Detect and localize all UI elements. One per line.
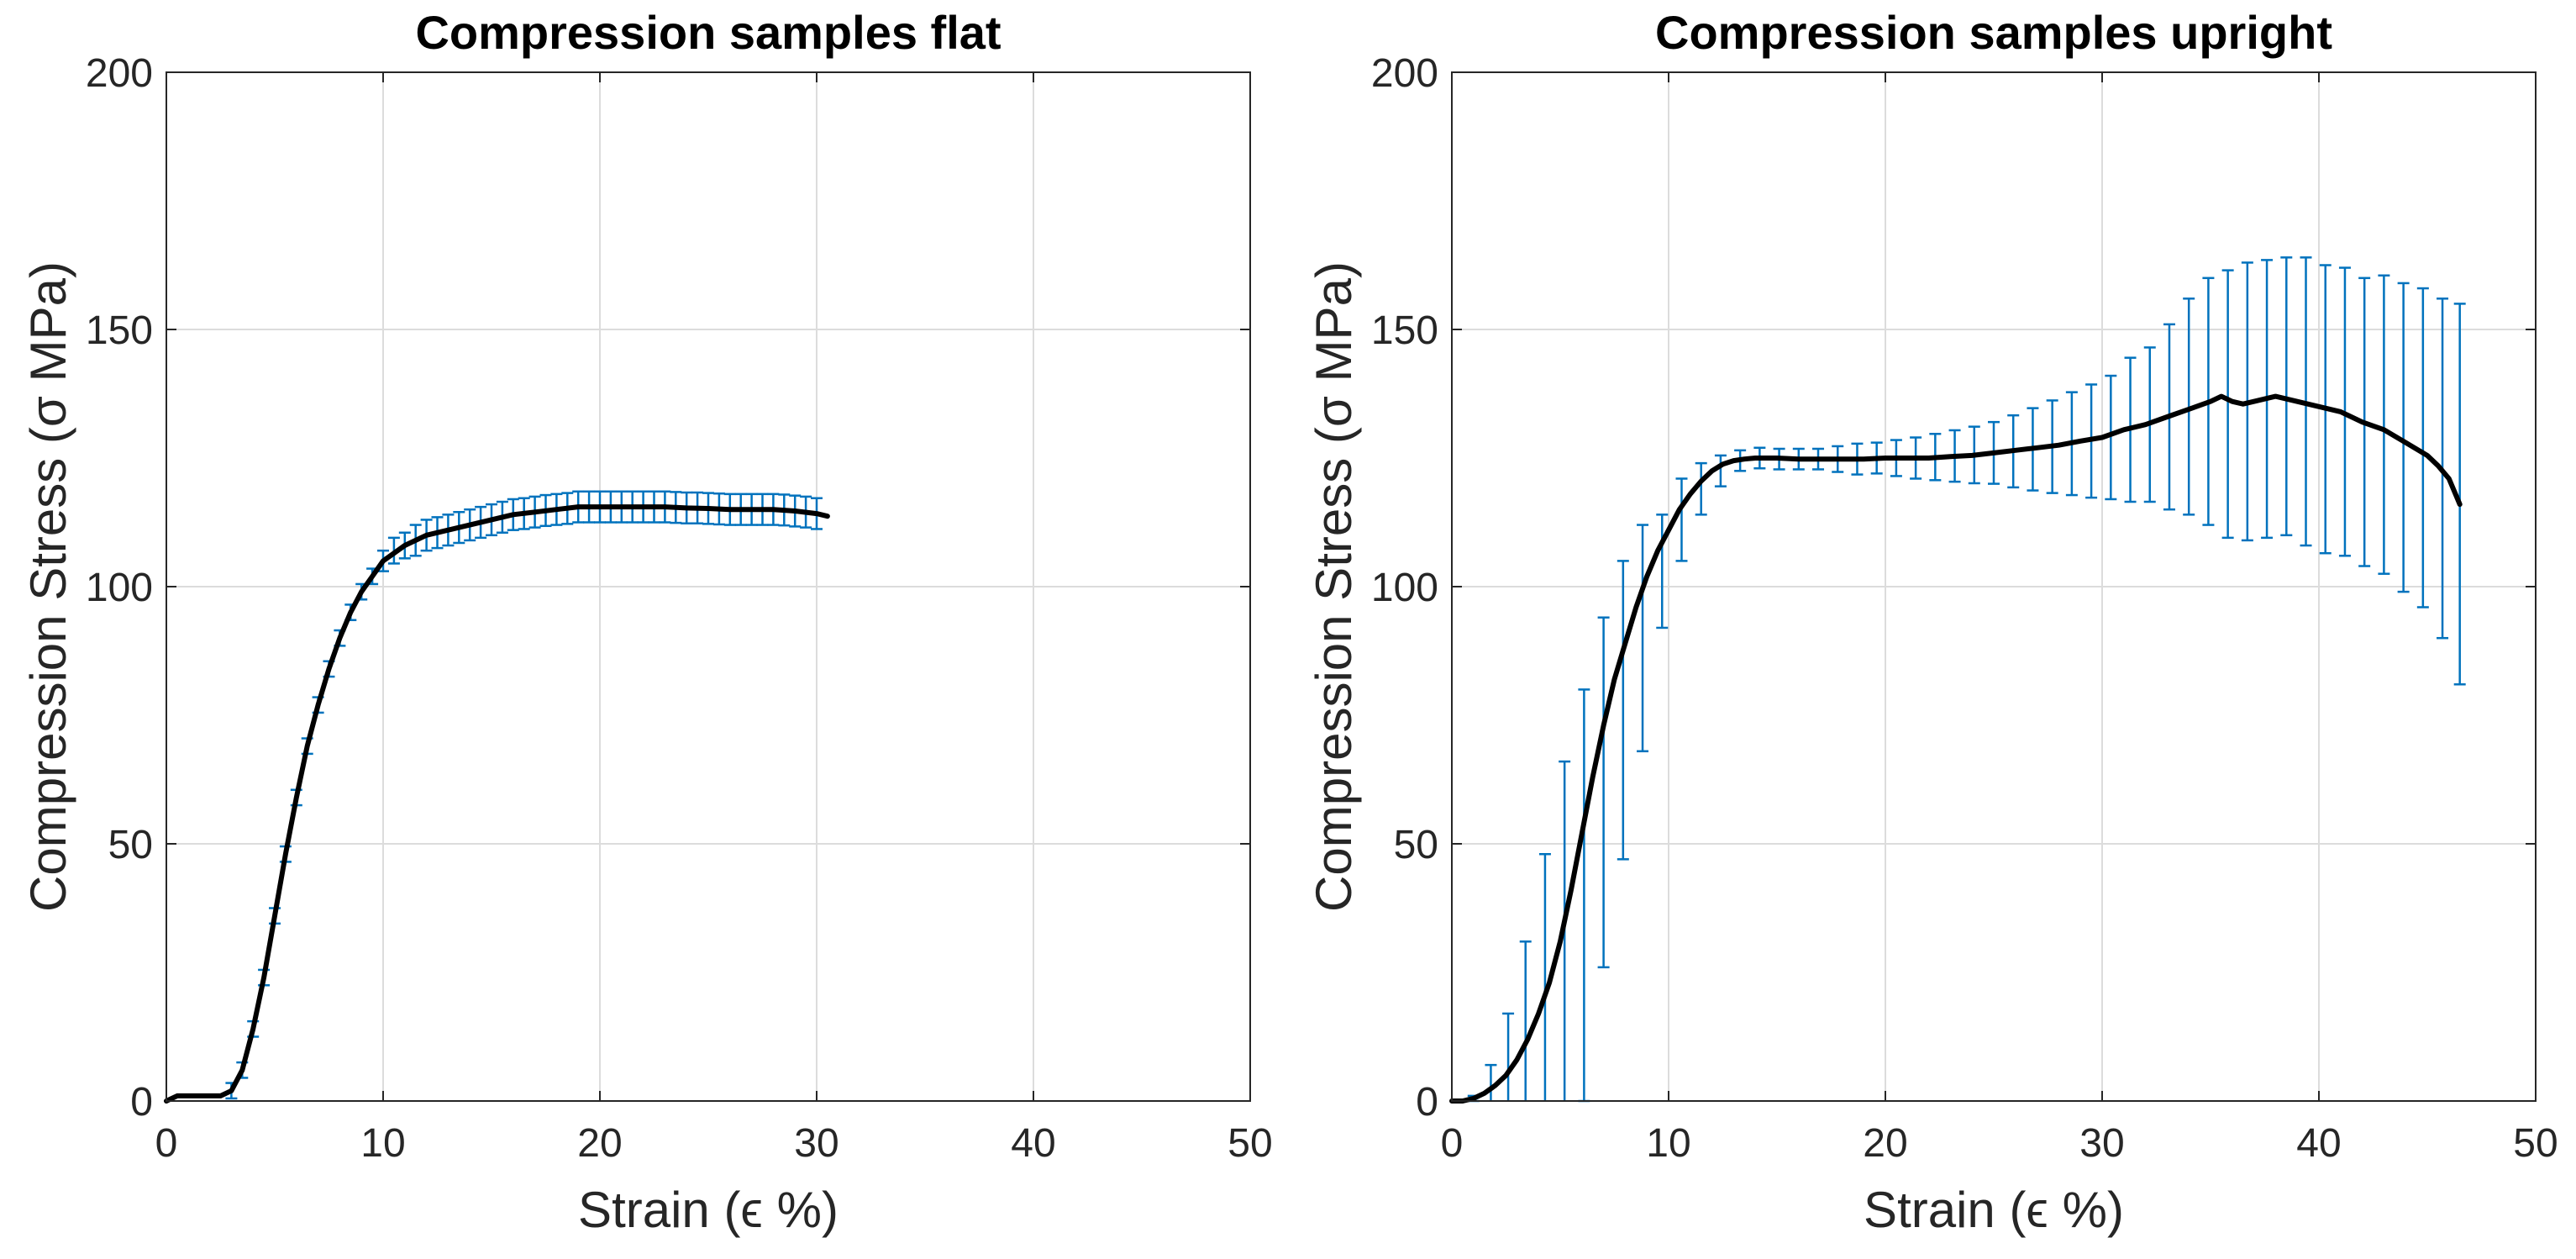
series-line	[164, 504, 830, 1104]
x-tick-label: 40	[1011, 1121, 1055, 1166]
error-bar	[1597, 616, 1610, 969]
y-tick-label: 100	[1371, 566, 1438, 610]
y-tick-label: 50	[1394, 823, 1438, 867]
y-axis-label: Compression Stress (σ MPa)	[1306, 261, 1362, 912]
chart-flat: 0 10 20 30 40 50 0 50 100 150 200 Compre…	[20, 6, 1273, 1238]
x-tick-label: 20	[577, 1121, 622, 1166]
y-axis-label: Compression Stress (σ MPa)	[20, 261, 76, 912]
x-tick-label: 10	[360, 1121, 405, 1166]
x-tick-label: 0	[1441, 1121, 1464, 1166]
x-tick-label: 50	[2513, 1121, 2558, 1166]
error-bar	[2221, 269, 2234, 540]
y-tick-label: 150	[1371, 308, 1438, 353]
error-bar	[2105, 374, 2117, 501]
x-tick-label: 10	[1646, 1121, 1690, 1166]
error-bar	[1656, 514, 1669, 630]
error-bar	[1519, 940, 1532, 1101]
x-tick-labels: 0 10 20 30 40 50	[155, 1121, 1273, 1166]
error-bar	[1695, 461, 1707, 516]
tick-marks	[1451, 71, 2537, 1102]
error-bar	[2397, 282, 2410, 593]
error-bar	[1617, 560, 1629, 861]
error-bar	[1538, 852, 1551, 1101]
error-bar	[2280, 256, 2293, 537]
error-bar	[2378, 274, 2390, 575]
error-bar	[1502, 1012, 1515, 1101]
x-axis-label: Strain (ϵ %)	[578, 1182, 839, 1238]
series-line	[1449, 393, 2463, 1104]
mean-lines	[1449, 393, 2463, 1104]
y-tick-label: 150	[86, 308, 153, 353]
y-tick-label: 0	[130, 1080, 153, 1125]
mean-lines	[164, 504, 830, 1104]
error-bar	[1675, 477, 1688, 562]
x-axis-label: Strain (ϵ %)	[1864, 1182, 2124, 1238]
chart-title: Compression samples flat	[415, 6, 1001, 59]
error-bar	[2416, 287, 2429, 608]
y-tick-label: 0	[1416, 1080, 1438, 1125]
x-tick-label: 30	[794, 1121, 839, 1166]
y-tick-label: 50	[108, 823, 153, 867]
x-tick-label: 30	[2079, 1121, 2124, 1166]
y-tick-label: 100	[86, 566, 153, 610]
y-tick-labels: 0 50 100 150 200	[1371, 51, 1438, 1125]
x-tick-label: 40	[2296, 1121, 2341, 1166]
y-tick-label: 200	[1371, 51, 1438, 96]
tick-marks	[166, 71, 1251, 1102]
chart-upright: 0 10 20 30 40 50 0 50 100 150 200 Compre…	[1306, 6, 2558, 1238]
error-bar	[1637, 524, 1649, 753]
x-tick-labels: 0 10 20 30 40 50	[1441, 1121, 2558, 1166]
x-tick-label: 50	[1228, 1121, 1272, 1166]
error-bar	[1714, 454, 1727, 487]
x-tick-label: 20	[1863, 1121, 1907, 1166]
x-tick-label: 0	[155, 1121, 178, 1166]
chart-title: Compression samples upright	[1655, 6, 2332, 59]
y-tick-label: 200	[86, 51, 153, 96]
y-tick-labels: 0 50 100 150 200	[86, 51, 153, 1125]
error-bar	[2453, 303, 2466, 686]
error-bar	[1485, 1063, 1497, 1101]
